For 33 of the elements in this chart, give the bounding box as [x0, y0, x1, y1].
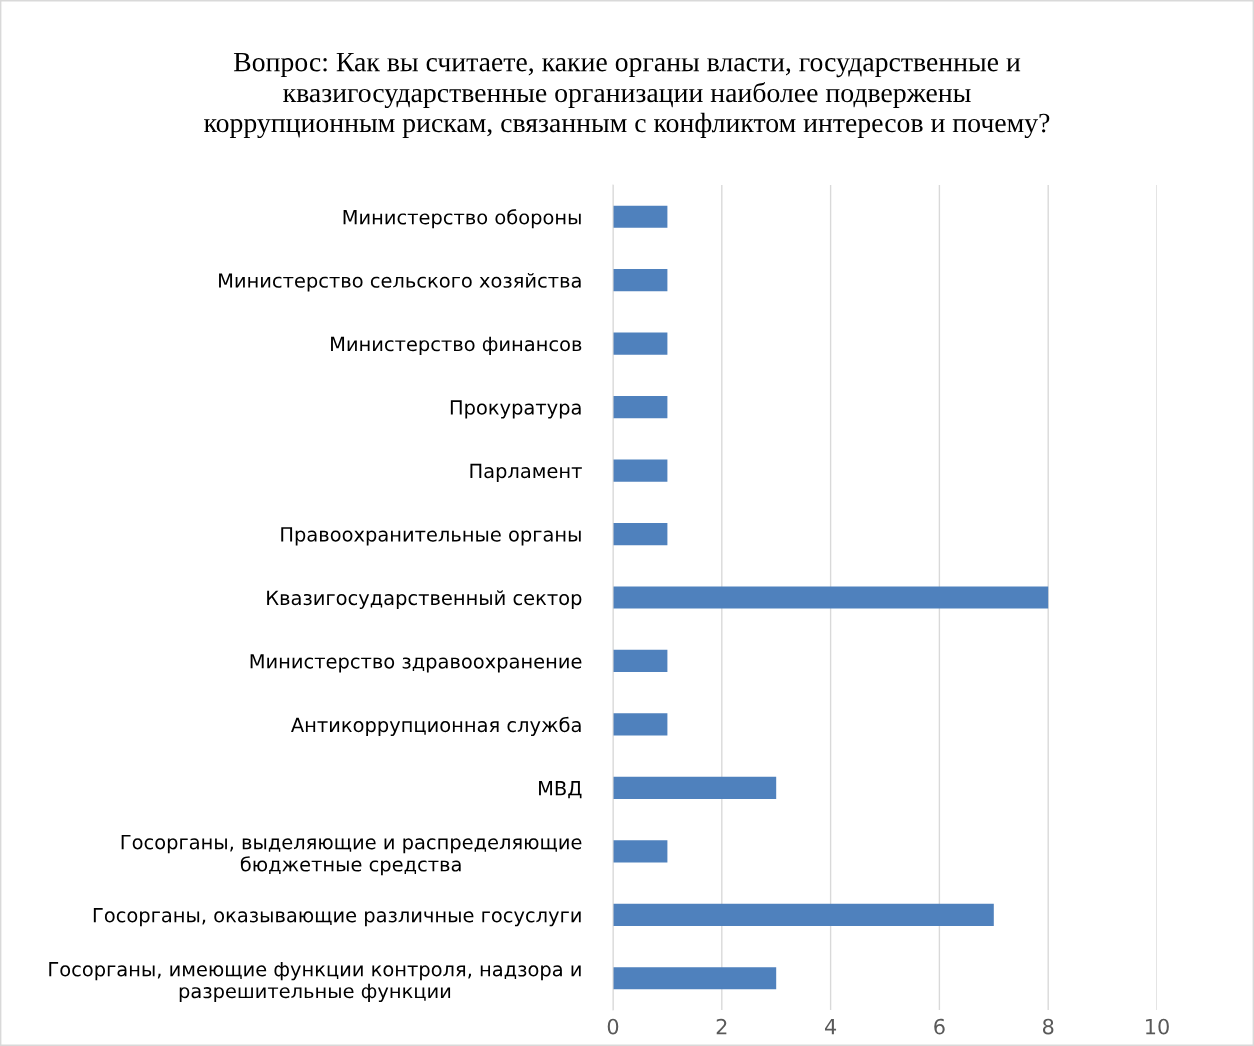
y-tick-label: Министерство финансов [331, 336, 582, 356]
y-tick-label: Парламент [470, 463, 582, 483]
bar [613, 903, 994, 926]
x-tick-label: 2 [716, 1018, 727, 1035]
y-tick-label: Госорганы, имеющие функции контроля, надзора и разрешительные функции [49, 962, 581, 1003]
y-tick-label: Правоохранительные органы [281, 527, 581, 546]
y-tick-label: Госорганы, выделяющие и распределяющие бюджетные средства [121, 834, 582, 876]
bar [613, 396, 668, 419]
chart-title: Вопрос: Как вы считаете, какие органы власти, государственные и квазигосударственные организации наиболее подвержены коррупционным рискам, связанным с конфликтом интересов и почему? [204, 52, 1050, 139]
y-tick-label: Квазигосударственный сектор [267, 590, 582, 609]
bar [613, 522, 668, 546]
x-tick-label: 10 [1146, 1018, 1169, 1035]
bar [613, 776, 777, 799]
bar [613, 967, 777, 990]
bar [613, 332, 668, 355]
y-tick-label: Министерство сельского хозяйства [219, 272, 581, 292]
x-tick-label: 0 [607, 1018, 619, 1035]
x-tick-label: 6 [934, 1018, 945, 1035]
y-tick-label: Министерство здравоохранение [250, 654, 582, 673]
bar [613, 713, 668, 736]
y-tick-label: Прокуратура [450, 400, 581, 419]
x-tick-label: 4 [824, 1018, 837, 1035]
y-tick-label: МВД [539, 781, 582, 799]
y-tick-label: Министерство обороны [343, 209, 581, 229]
bar [613, 586, 1049, 609]
bar [613, 840, 668, 863]
y-tick-label: Госорганы, оказывающие различные госуслуги [93, 908, 581, 927]
bar [613, 649, 668, 673]
y-tick-label: Антикоррупционная служба [291, 716, 581, 737]
x-tick-label: 8 [1042, 1018, 1054, 1035]
bar [613, 205, 668, 228]
bar [613, 459, 668, 482]
bar [613, 269, 668, 292]
